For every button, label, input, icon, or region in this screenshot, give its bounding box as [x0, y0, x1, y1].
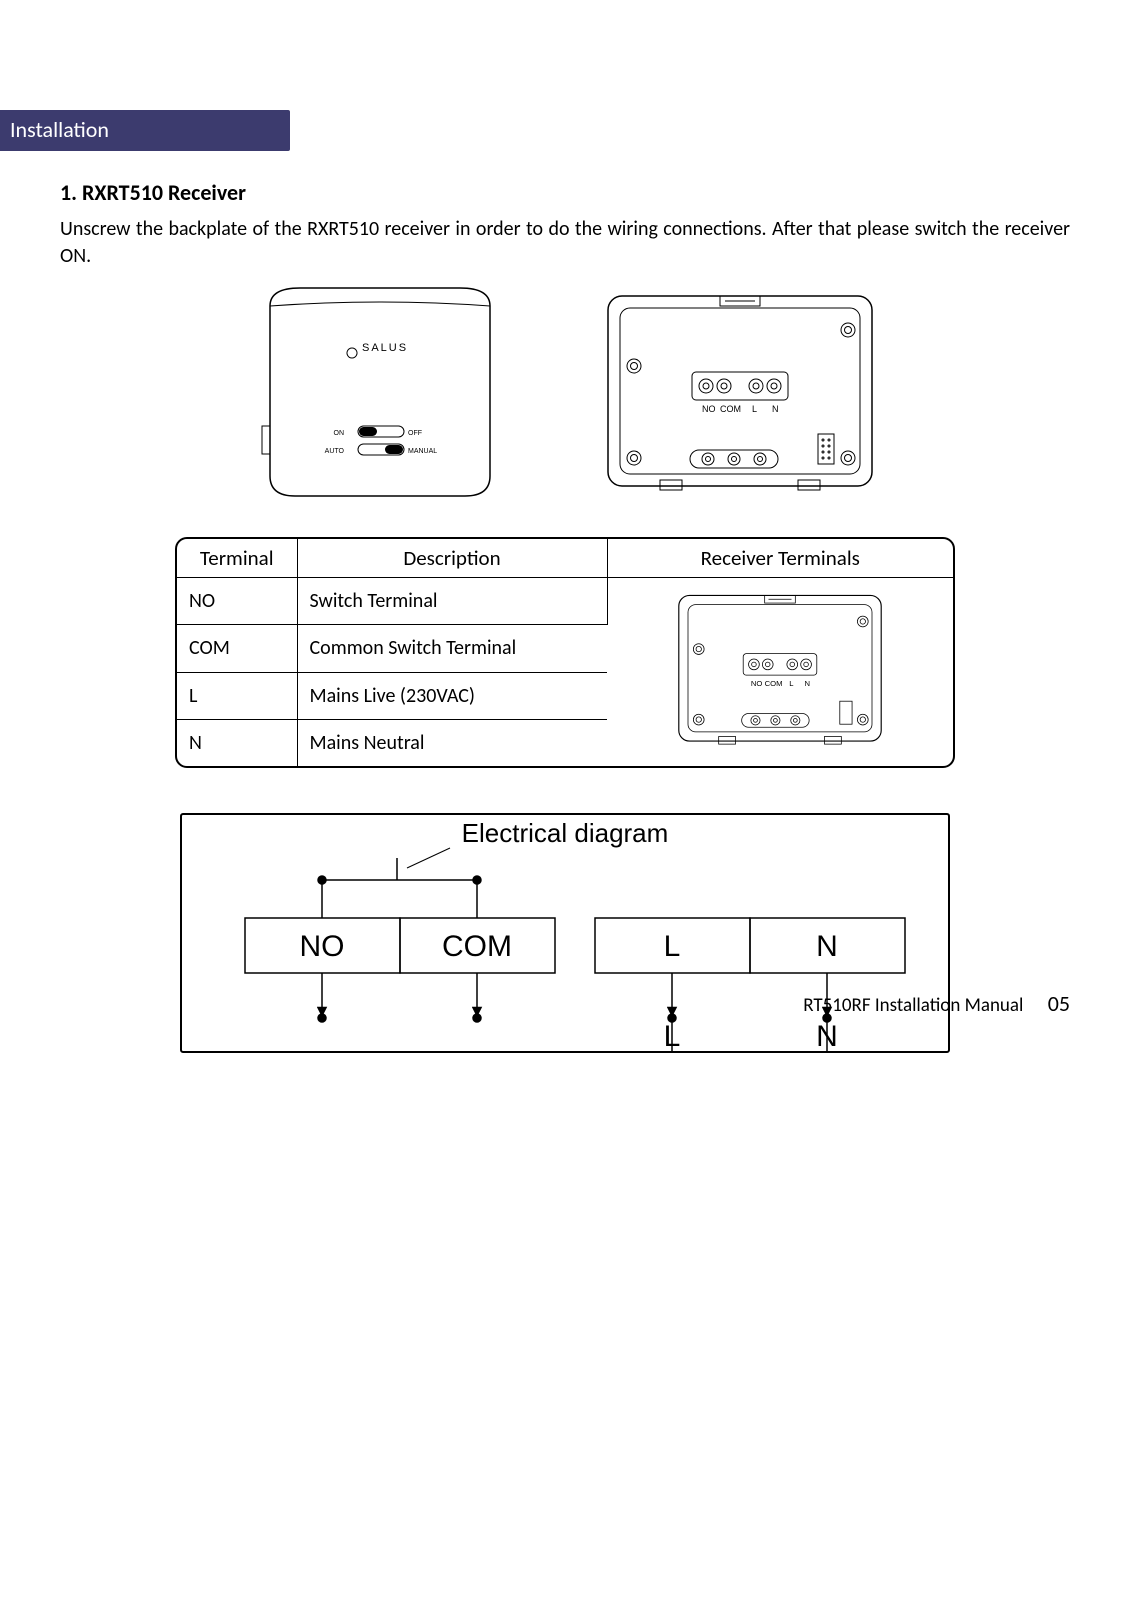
section-tab: Installation	[0, 110, 290, 151]
th-receiver: Receiver Terminals	[607, 539, 953, 578]
svg-text:N: N	[816, 1020, 838, 1053]
svg-text:N: N	[816, 930, 838, 963]
figure-backplate: NO COM L N	[590, 276, 890, 511]
svg-text:L: L	[752, 404, 757, 414]
footer-text: RT510RF Installation Manual	[803, 994, 1023, 1017]
svg-text:L: L	[664, 1020, 681, 1053]
cell-description: Mains Neutral	[297, 719, 607, 766]
cell-description: Common Switch Terminal	[297, 625, 607, 672]
electrical-diagram: Electrical diagram NO COM L N	[175, 808, 955, 1063]
svg-text:L: L	[664, 930, 681, 963]
heading-receiver: 1. RXRT510 Receiver	[60, 179, 1070, 206]
page-footer: RT510RF Installation Manual 05	[803, 990, 1070, 1017]
cell-terminal: L	[177, 672, 297, 719]
svg-text:ON: ON	[334, 430, 345, 437]
svg-text:NO: NO	[702, 404, 716, 414]
cell-terminal: N	[177, 719, 297, 766]
brand-text: SALUS	[362, 342, 408, 354]
th-description: Description	[297, 539, 607, 578]
cell-description: Switch Terminal	[297, 578, 607, 625]
svg-text:MANUAL: MANUAL	[408, 448, 437, 455]
terminal-table: Terminal Description Receiver Terminals …	[175, 537, 955, 768]
cell-terminal: COM	[177, 625, 297, 672]
cell-description: Mains Live (230VAC)	[297, 672, 607, 719]
svg-text:L: L	[789, 679, 793, 688]
svg-text:Electrical diagram: Electrical diagram	[462, 818, 669, 848]
svg-text:COM: COM	[442, 930, 512, 963]
cell-receiver-image: NO COM L N	[607, 578, 953, 767]
svg-text:OFF: OFF	[408, 430, 422, 437]
figure-row: SALUS ON OFF AUTO MANUAL	[60, 276, 1070, 511]
svg-text:COM: COM	[720, 404, 741, 414]
cell-terminal: NO	[177, 578, 297, 625]
svg-text:N: N	[805, 679, 811, 688]
intro-text: Unscrew the backplate of the RXRT510 rec…	[60, 216, 1070, 270]
figure-front: SALUS ON OFF AUTO MANUAL	[240, 276, 520, 511]
footer-page-number: 05	[1048, 990, 1070, 1017]
svg-text:COM: COM	[765, 679, 783, 688]
svg-text:N: N	[772, 404, 779, 414]
svg-text:NO: NO	[751, 679, 763, 688]
svg-text:AUTO: AUTO	[325, 448, 345, 455]
th-terminal: Terminal	[177, 539, 297, 578]
svg-text:NO: NO	[300, 930, 345, 963]
